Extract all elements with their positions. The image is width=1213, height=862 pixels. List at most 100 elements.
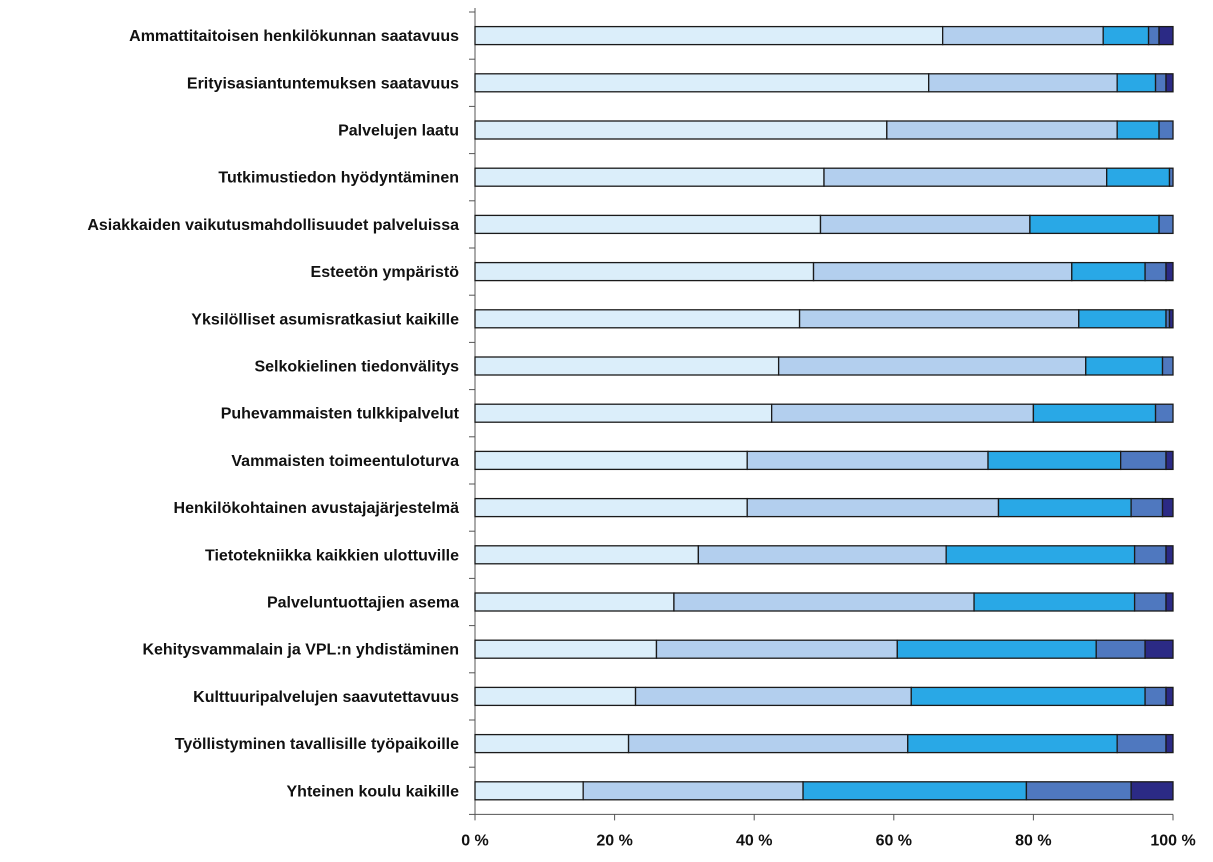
bar-segment (474, 73, 930, 93)
bar-segment (823, 167, 1108, 187)
bar-segment (1106, 167, 1171, 187)
value-tick-label: 60 % (876, 832, 912, 849)
bar-segment (673, 592, 975, 612)
bar-segment (1165, 545, 1174, 565)
bar-segment (1154, 73, 1167, 93)
bar-segment (1165, 450, 1174, 471)
bar-segment (1130, 781, 1174, 801)
bar-segment (1165, 592, 1174, 612)
bar-segment (1133, 592, 1167, 612)
category-label: Työllistyminen tavallisille työpaikoille (175, 736, 459, 753)
bar-segment (697, 545, 947, 565)
bar-segment (942, 25, 1104, 46)
bar-segment (1158, 25, 1174, 46)
bar-segment (1116, 73, 1157, 93)
bar-segment (474, 639, 658, 659)
category-label: Palveluntuottajien asema (267, 595, 459, 612)
bar-segment (582, 781, 804, 801)
bar-segment (1161, 356, 1174, 376)
bar-segment (1147, 25, 1160, 46)
bar-segment (474, 309, 801, 329)
category-label: Yhteinen koulu kaikille (287, 783, 460, 800)
bar-segment (1116, 120, 1160, 140)
bar-segment (1161, 497, 1174, 518)
bar-segment (474, 261, 815, 282)
bar-segment (973, 592, 1136, 612)
bar-segment (928, 73, 1118, 93)
value-tick-label: 0 % (461, 832, 489, 849)
bar-segment (474, 592, 675, 612)
bar-segment (812, 261, 1073, 282)
bar-segment (474, 120, 888, 140)
bar-segment (474, 686, 637, 707)
value-tick-label: 40 % (736, 832, 772, 849)
bar-segment (1154, 403, 1174, 423)
bar-segment (1165, 261, 1174, 282)
bar-segment (1102, 25, 1150, 46)
bar-segment (997, 497, 1132, 518)
category-label: Esteetön ympäristö (311, 264, 460, 281)
bar-segment (1078, 309, 1167, 329)
bar-segment (474, 214, 822, 235)
bar-segment (886, 120, 1118, 140)
bar-segment (819, 214, 1031, 235)
bar-segment (771, 403, 1035, 423)
bar-segment (1071, 261, 1146, 282)
bar-segment (802, 781, 1028, 801)
bar-segment (634, 686, 912, 707)
bar-segment (1029, 214, 1160, 235)
category-label: Tietotekniikka kaikkien ulottuville (205, 547, 459, 564)
bar-segment (1130, 497, 1164, 518)
bar-segment (1144, 639, 1174, 659)
bar-segment (627, 733, 909, 754)
value-tick-label: 20 % (596, 832, 632, 849)
bar-segment (474, 450, 748, 471)
bar-segment (945, 545, 1136, 565)
bar-segment (1165, 733, 1174, 754)
bar-segment (1025, 781, 1132, 801)
bar-segment (1158, 120, 1174, 140)
category-label: Erityisasiantuntemuksen saatavuus (187, 75, 459, 92)
bar-segment (896, 639, 1097, 659)
bar-segment (1120, 450, 1167, 471)
bar-segment (1165, 73, 1174, 93)
bar-segment (474, 733, 630, 754)
bar-segment (474, 497, 748, 518)
bar-segment (1116, 733, 1167, 754)
bar-segment (910, 686, 1146, 707)
category-label: Ammattitaitoisen henkilökunnan saatavuus (129, 28, 459, 45)
bar-segment (1032, 403, 1157, 423)
bar-segment (474, 25, 944, 46)
value-tick-label: 80 % (1015, 832, 1051, 849)
bar-segment (474, 167, 825, 187)
bar-segment (1095, 639, 1146, 659)
bar-segment (777, 356, 1087, 376)
category-label: Selkokielinen tiedonvälitys (254, 359, 459, 376)
bar-segment (746, 497, 1000, 518)
bar-segment (1133, 545, 1167, 565)
bar-segment (1168, 309, 1174, 329)
bar-segment (1144, 686, 1167, 707)
bar-segment (987, 450, 1122, 471)
bar-segment (798, 309, 1080, 329)
category-label: Palvelujen laatu (338, 123, 459, 140)
bar-segment (474, 781, 584, 801)
category-label: Puhevammaisten tulkkipalvelut (221, 406, 460, 423)
category-label: Asiakkaiden vaikutusmahdollisuudet palve… (87, 217, 459, 234)
bar-segment (474, 356, 780, 376)
category-label: Yksilölliset asumisratkasiut kaikille (191, 311, 459, 328)
category-label: Vammaisten toimeentuloturva (231, 453, 459, 470)
category-label: Kulttuuripalvelujen saavutettavuus (193, 689, 459, 706)
bar-segment (655, 639, 898, 659)
bar-segment (746, 450, 989, 471)
bar-segment (1158, 214, 1174, 235)
bar-segment (1165, 686, 1174, 707)
bar-segment (907, 733, 1118, 754)
bar-segment (474, 403, 773, 423)
bar-segment (474, 545, 700, 565)
category-label: Tutkimustiedon hyödyntäminen (218, 170, 459, 187)
bar-segment (1085, 356, 1164, 376)
category-label: Henkilökohtainen avustajajärjestelmä (174, 500, 460, 517)
